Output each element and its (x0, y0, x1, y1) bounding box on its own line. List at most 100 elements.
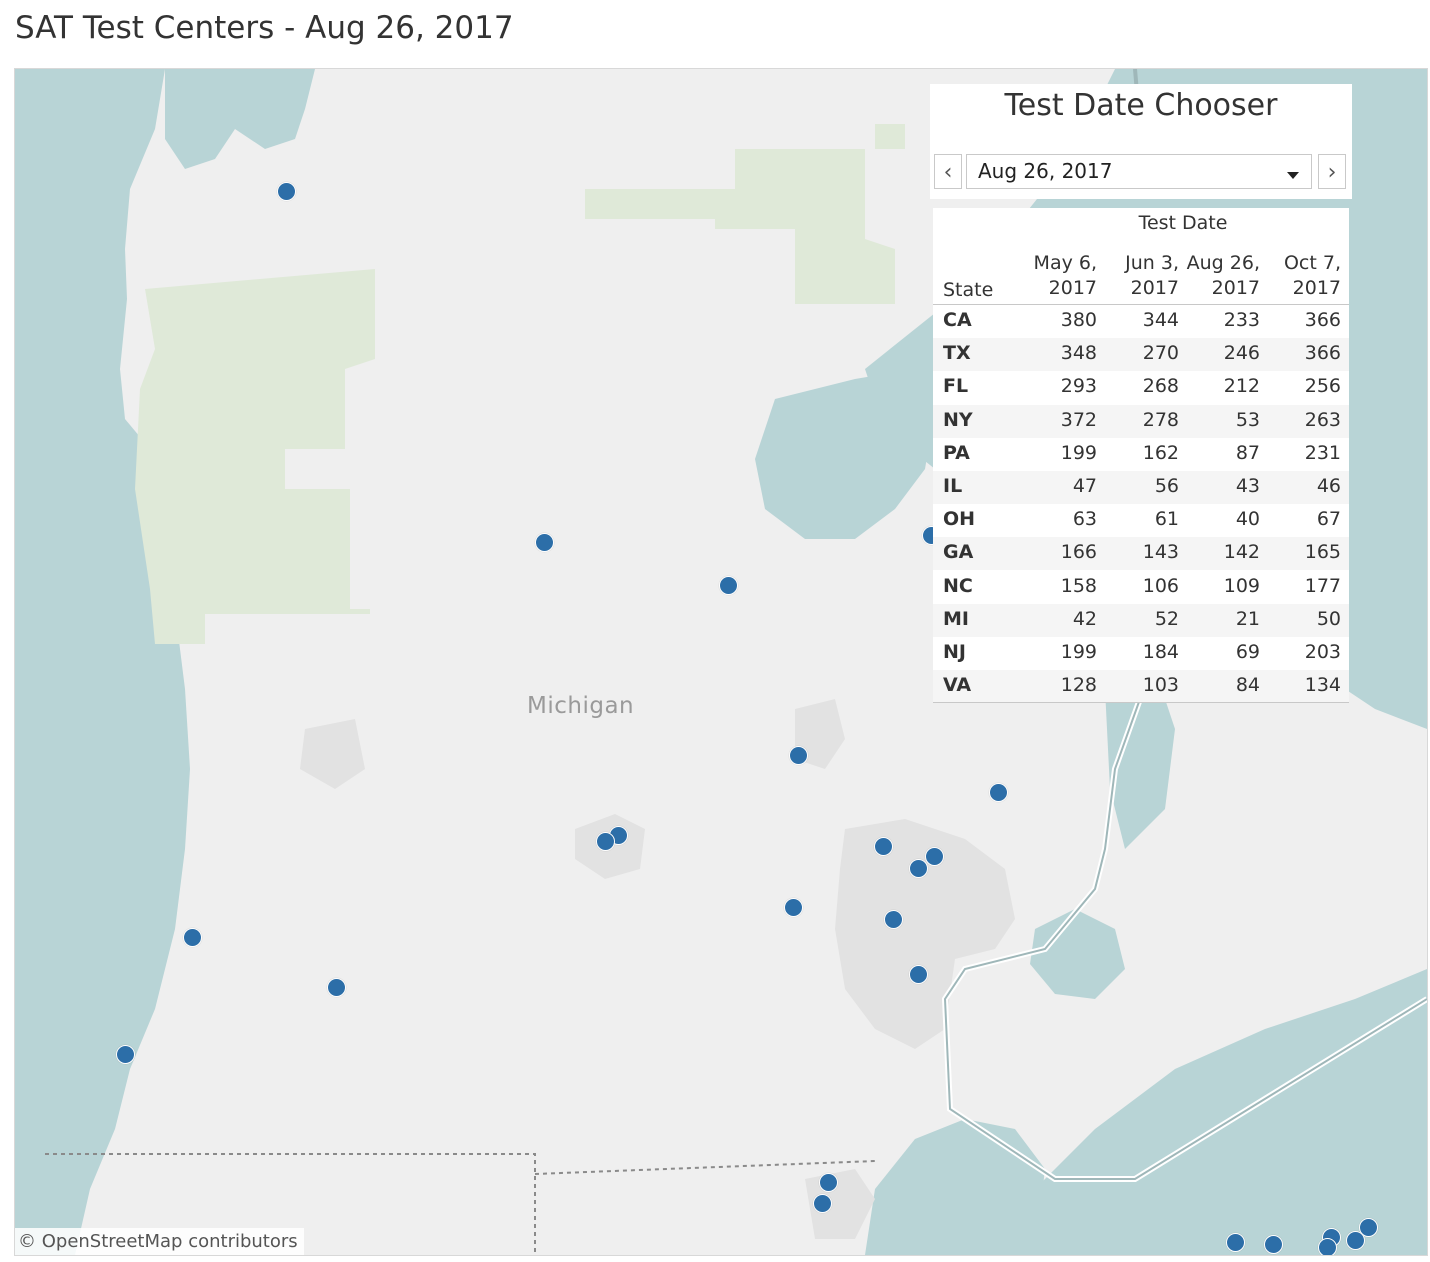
value-cell: 134 (1304, 674, 1341, 697)
chooser-title: Test Date Chooser (1004, 88, 1278, 123)
table-row[interactable]: PA 199 162 87 231 (933, 438, 1349, 471)
value-cell: 52 (1154, 607, 1179, 630)
test-center-marker[interactable] (1346, 1231, 1365, 1250)
table-row[interactable]: MI 42 52 21 50 (933, 603, 1349, 637)
state-cell: NC (943, 574, 973, 597)
table-row[interactable]: NY 372 278 53 263 (933, 404, 1349, 438)
page-title: SAT Test Centers - Aug 26, 2017 (15, 10, 514, 46)
lake-michigan (15, 69, 190, 1255)
value-cell: 61 (1154, 508, 1179, 531)
table-row[interactable]: GA 166 143 142 165 (933, 537, 1349, 571)
test-center-marker[interactable] (719, 576, 738, 595)
test-center-marker[interactable] (989, 783, 1008, 802)
test-center-marker[interactable] (183, 928, 202, 947)
test-center-marker[interactable] (874, 837, 893, 856)
state-cell: NY (943, 408, 973, 431)
table-row[interactable]: CA 380 344 233 366 (933, 305, 1349, 338)
value-cell: 231 (1304, 441, 1341, 464)
value-cell: 344 (1142, 309, 1179, 331)
value-cell: 84 (1235, 674, 1260, 697)
value-cell: 184 (1142, 641, 1179, 663)
table-row[interactable]: NC 158 106 109 177 (933, 571, 1349, 604)
test-center-marker[interactable] (1264, 1235, 1283, 1254)
table-row[interactable]: FL 293 268 212 256 (933, 371, 1349, 404)
chevron-left-icon: ‹ (943, 160, 953, 185)
state-cell: MI (943, 607, 969, 630)
test-center-marker[interactable] (784, 898, 803, 917)
test-center-marker[interactable] (789, 746, 808, 765)
test-center-marker[interactable] (1226, 1233, 1245, 1252)
state-cell: VA (943, 674, 972, 697)
next-date-button[interactable]: › (1318, 154, 1346, 189)
test-center-marker[interactable] (596, 832, 615, 851)
test-date-table: Test Date May 6, 2017 Jun 3, 2017 Aug 26, 2… (933, 208, 1349, 704)
value-cell: 87 (1235, 441, 1260, 464)
value-cell: 233 (1223, 309, 1260, 331)
value-cell: 165 (1304, 541, 1341, 564)
test-date-dropdown[interactable]: Aug 26, 2017 (966, 154, 1312, 189)
table-row[interactable]: NJ 199 184 69 203 (933, 637, 1349, 670)
value-cell: 270 (1142, 342, 1179, 365)
table-row[interactable]: TX 348 270 246 366 (933, 338, 1349, 372)
value-cell: 203 (1304, 641, 1341, 663)
test-center-marker[interactable] (535, 533, 554, 552)
value-cell: 42 (1072, 607, 1097, 630)
test-center-marker[interactable] (327, 978, 346, 997)
value-cell: 43 (1235, 475, 1260, 497)
value-cell: 380 (1060, 309, 1097, 331)
value-cell: 63 (1072, 508, 1097, 531)
value-cell: 50 (1316, 607, 1341, 630)
state-cell: GA (943, 541, 974, 564)
table-row[interactable]: IL 47 56 43 46 (933, 471, 1349, 504)
state-cell: FL (943, 375, 969, 398)
test-date-chooser: Test Date Chooser ‹ Aug 26, 2017 › (930, 84, 1352, 199)
value-cell: 46 (1316, 475, 1341, 497)
value-cell: 106 (1142, 574, 1179, 597)
state-cell: TX (943, 342, 971, 365)
test-center-marker[interactable] (1318, 1238, 1337, 1255)
value-cell: 109 (1223, 574, 1260, 597)
value-cell: 263 (1304, 408, 1341, 431)
test-center-marker[interactable] (277, 182, 296, 201)
value-cell: 143 (1142, 541, 1179, 564)
value-cell: 47 (1072, 475, 1097, 497)
value-cell: 69 (1235, 641, 1260, 663)
state-column-header: State (943, 279, 994, 301)
test-center-marker[interactable] (1359, 1218, 1378, 1237)
value-cell: 67 (1316, 508, 1341, 531)
table-row[interactable]: VA 128 103 84 134 (933, 670, 1349, 704)
caret-down-icon (1287, 172, 1299, 179)
state-cell: OH (943, 508, 976, 531)
state-cell: NJ (943, 641, 966, 663)
value-cell: 348 (1060, 342, 1097, 365)
test-center-marker[interactable] (819, 1173, 838, 1192)
table-row[interactable]: OH 63 61 40 67 (933, 504, 1349, 537)
previous-date-button[interactable]: ‹ (934, 154, 962, 189)
table-bottom-border (933, 702, 1349, 703)
column-header: Oct 7, 2017 (1283, 252, 1341, 299)
state-cell: IL (943, 475, 963, 497)
test-center-marker[interactable] (813, 1194, 832, 1213)
value-cell: 372 (1060, 408, 1097, 431)
column-group-header: Test Date (1138, 212, 1228, 234)
value-cell: 128 (1060, 674, 1097, 697)
test-center-marker[interactable] (909, 859, 928, 878)
value-cell: 166 (1060, 541, 1097, 564)
map-attribution[interactable]: © OpenStreetMap contributors (15, 1228, 304, 1255)
value-cell: 256 (1304, 375, 1341, 398)
value-cell: 21 (1235, 607, 1260, 630)
lake-erie (1015, 969, 1427, 1255)
test-center-marker[interactable] (116, 1045, 135, 1064)
value-cell: 366 (1304, 342, 1341, 365)
value-cell: 162 (1142, 441, 1179, 464)
test-center-marker[interactable] (925, 847, 944, 866)
test-center-marker[interactable] (909, 965, 928, 984)
value-cell: 199 (1060, 441, 1097, 464)
value-cell: 158 (1060, 574, 1097, 597)
test-center-marker[interactable] (884, 910, 903, 929)
value-cell: 53 (1235, 408, 1260, 431)
map-region-label: Michigan (527, 693, 635, 719)
value-cell: 268 (1142, 375, 1179, 398)
column-header: Jun 3, 2017 (1125, 252, 1179, 299)
state-cell: PA (943, 441, 970, 464)
